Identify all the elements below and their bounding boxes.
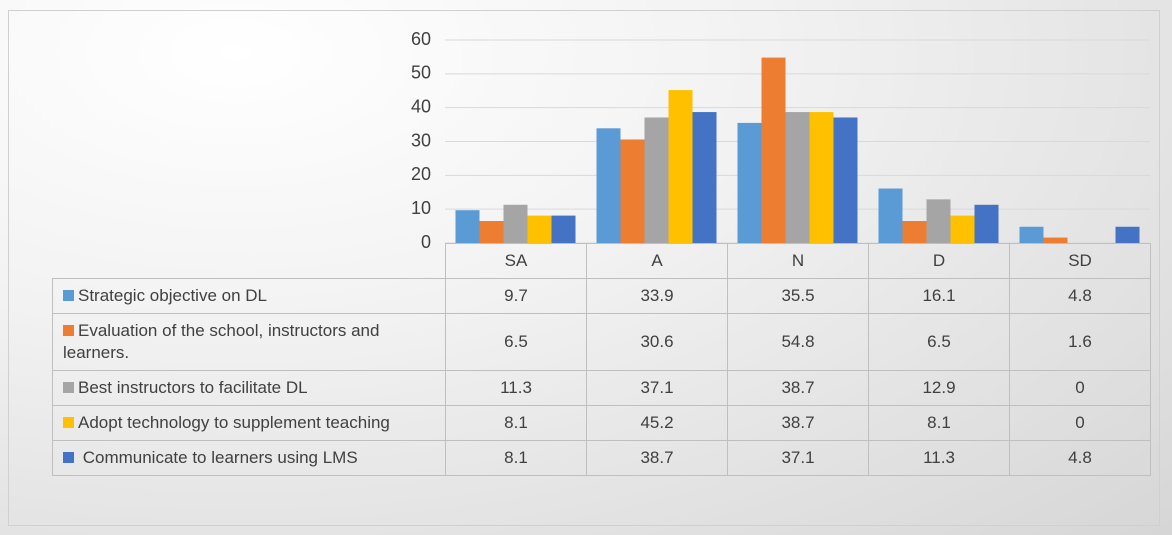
bar	[761, 57, 786, 243]
table-value: 30.6	[586, 313, 728, 371]
table-row: Communicate to learners using LMS 8.1 38.7…	[52, 440, 1151, 476]
blank-cell	[53, 244, 446, 279]
table-value: 35.5	[727, 278, 869, 314]
table-value: 4.8	[1009, 278, 1151, 314]
bar	[1043, 237, 1068, 243]
y-tick-label: 20	[411, 164, 431, 184]
y-tick-label: 60	[411, 29, 431, 49]
table-value: 8.1	[868, 405, 1010, 441]
legend-swatch	[63, 452, 74, 463]
table-value: 0	[1009, 405, 1151, 441]
bar	[785, 112, 810, 243]
table-row: Best instructors to facilitate DL 11.3 37.…	[52, 370, 1151, 406]
x-tick-label: D	[868, 243, 1010, 279]
table-value: 33.9	[586, 278, 728, 314]
bar	[974, 204, 999, 243]
y-tick-label: 10	[411, 198, 431, 218]
bar	[1115, 226, 1140, 243]
x-tick-label: SD	[1009, 243, 1151, 279]
header-row: SA A N D SD	[53, 243, 1151, 279]
table-value: 6.5	[868, 313, 1010, 371]
bar	[692, 112, 717, 243]
bar	[644, 117, 669, 243]
bar	[809, 112, 834, 243]
y-tick-label: 30	[411, 130, 431, 150]
x-tick-label: N	[727, 243, 869, 279]
y-tick-label: 50	[411, 63, 431, 83]
table-value: 11.3	[868, 440, 1010, 476]
bar	[527, 215, 552, 243]
legend-swatch	[63, 382, 74, 393]
table-value: 0	[1009, 370, 1151, 406]
table-row: Evaluation of the school, instructors an…	[52, 313, 1151, 371]
table-value: 38.7	[727, 370, 869, 406]
bar	[1019, 226, 1044, 243]
table-value: 11.3	[445, 370, 587, 406]
table-value: 8.1	[445, 405, 587, 441]
table-value: 8.1	[445, 440, 587, 476]
legend-label: Communicate to learners using LMS	[78, 448, 358, 467]
legend-swatch	[63, 290, 74, 301]
table-row: Strategic objective on DL 9.7 33.9 35.5 16.1…	[52, 278, 1151, 314]
legend-label: Evaluation of the school, instructors an…	[63, 321, 380, 362]
bar	[503, 204, 528, 243]
bar	[926, 199, 951, 243]
bar	[833, 117, 858, 243]
bar	[455, 210, 480, 243]
table-row: Adopt technology to supplement teaching 8…	[52, 405, 1151, 441]
bar	[479, 221, 504, 243]
table-value: 37.1	[586, 370, 728, 406]
bar	[878, 188, 903, 243]
legend-label: Strategic objective on DL	[78, 286, 267, 305]
legend-cell: Best instructors to facilitate DL	[52, 370, 446, 406]
bar	[620, 139, 645, 243]
table-value: 54.8	[727, 313, 869, 371]
legend-label: Adopt technology to supplement teaching	[78, 413, 390, 432]
y-tick-label: 40	[411, 96, 431, 116]
bar	[950, 215, 975, 243]
table-value: 37.1	[727, 440, 869, 476]
legend-cell: Adopt technology to supplement teaching	[52, 405, 446, 441]
legend-cell: Strategic objective on DL	[52, 278, 446, 314]
bar	[737, 122, 762, 243]
y-tick-label: 0	[421, 232, 431, 252]
legend-swatch	[63, 417, 74, 428]
legend-cell: Evaluation of the school, instructors an…	[52, 313, 446, 371]
table-value: 16.1	[868, 278, 1010, 314]
table-value: 1.6	[1009, 313, 1151, 371]
data-table: SA A N D SD Strategic objective on DL 9.7 33.9 3…	[52, 243, 1151, 476]
bar	[551, 215, 576, 243]
bar	[596, 128, 621, 243]
table-value: 12.9	[868, 370, 1010, 406]
table-value: 38.7	[586, 440, 728, 476]
bar	[902, 221, 927, 243]
table-value: 9.7	[445, 278, 587, 314]
table-value: 38.7	[727, 405, 869, 441]
chart-frame	[8, 10, 1160, 526]
legend-swatch	[63, 325, 74, 336]
table-value: 4.8	[1009, 440, 1151, 476]
bar	[668, 90, 693, 243]
legend-cell: Communicate to learners using LMS	[52, 440, 446, 476]
x-tick-label: A	[586, 243, 728, 279]
table-value: 6.5	[445, 313, 587, 371]
x-tick-label: SA	[445, 243, 587, 279]
table-value: 45.2	[586, 405, 728, 441]
legend-label: Best instructors to facilitate DL	[78, 378, 308, 397]
